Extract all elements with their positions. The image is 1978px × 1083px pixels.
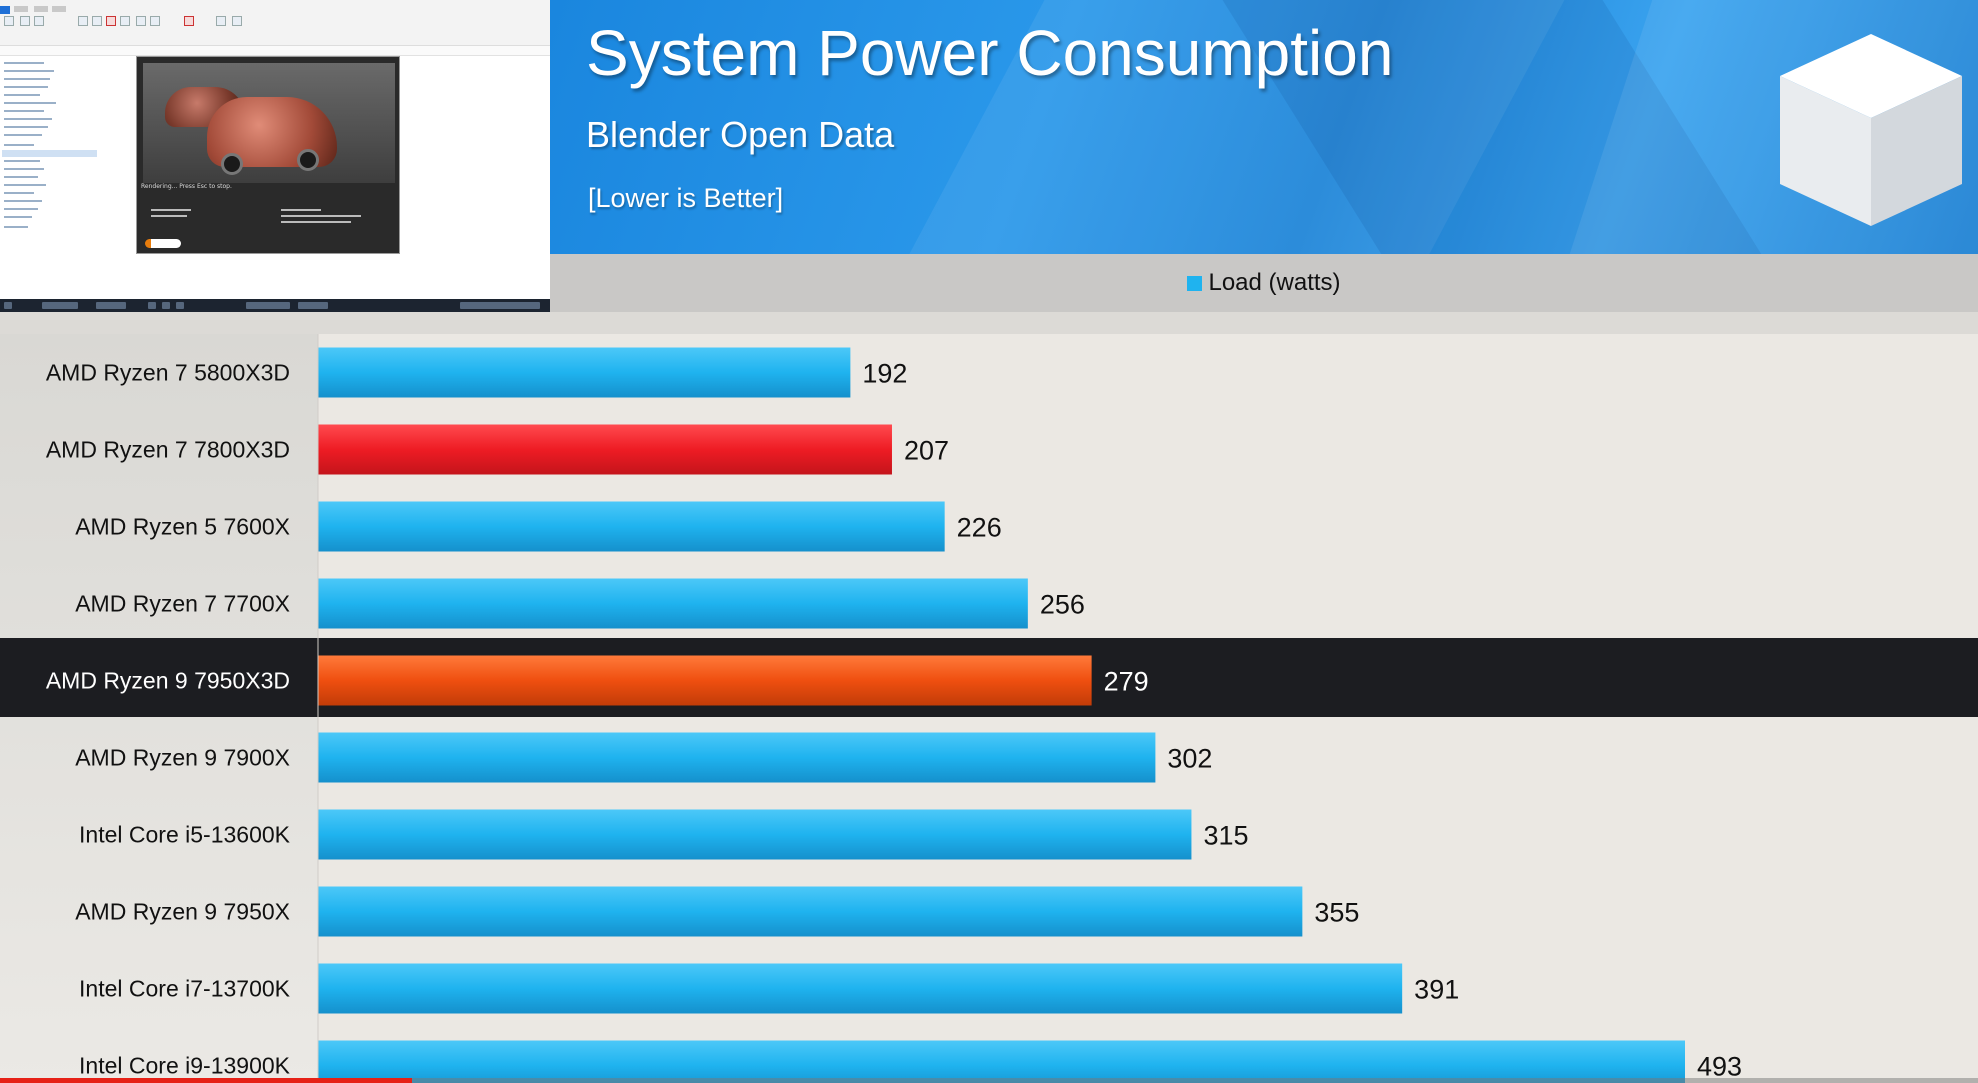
category-label: AMD Ryzen 7 7800X3D	[46, 437, 290, 463]
inset-screenshot: Rendering... Press Esc to stop.	[0, 0, 550, 312]
bar-chart-svg: AMD Ryzen 7 5800X3D 192 AMD Ryzen 7 7800X3…	[0, 334, 1978, 1083]
explorer-nav-pane	[0, 56, 100, 296]
chart-title: System Power Consumption	[586, 17, 1394, 89]
value-label: 256	[1040, 590, 1085, 620]
explorer-ribbon	[0, 0, 550, 46]
blender-render-window: Rendering... Press Esc to stop.	[136, 56, 400, 254]
bar	[318, 424, 892, 475]
address-bar	[0, 46, 550, 56]
value-label: 355	[1314, 898, 1359, 928]
legend-swatch	[1187, 275, 1203, 291]
value-label: 493	[1697, 1052, 1742, 1082]
value-label: 302	[1167, 744, 1212, 774]
value-label: 279	[1104, 667, 1149, 697]
chart-header: System Power Consumption Blender Open Da…	[550, 0, 1978, 254]
value-label: 226	[957, 513, 1002, 543]
legend-label: Load (watts)	[1208, 269, 1341, 296]
chart-note: [Lower is Better]	[588, 183, 784, 213]
bar	[318, 1040, 1685, 1083]
category-label: AMD Ryzen 7 5800X3D	[46, 360, 290, 386]
windows-taskbar	[0, 299, 550, 312]
bar	[318, 578, 1028, 629]
chart-legend: Load (watts)	[550, 254, 1978, 312]
bar	[318, 963, 1403, 1014]
bar	[318, 732, 1156, 783]
cube-logo-icon	[1780, 34, 1962, 226]
bar	[318, 809, 1192, 860]
video-progress-played	[0, 1078, 412, 1083]
bar	[318, 655, 1092, 706]
category-label: AMD Ryzen 9 7950X	[75, 899, 290, 925]
value-label: 315	[1203, 821, 1248, 851]
value-label: 192	[862, 359, 907, 389]
category-label: Intel Core i7-13700K	[79, 976, 291, 1002]
video-progress-bar[interactable]	[0, 1078, 1978, 1083]
bar-chart: AMD Ryzen 7 5800X3D 192 AMD Ryzen 7 7800X3…	[0, 334, 1978, 1083]
bar	[318, 501, 945, 552]
bar	[318, 886, 1303, 937]
bar	[318, 347, 851, 398]
category-label: AMD Ryzen 9 7900X	[75, 745, 290, 771]
legend-divider	[0, 312, 1978, 334]
render-info-panel	[151, 205, 387, 235]
category-label: AMD Ryzen 5 7600X	[75, 514, 290, 540]
category-label: AMD Ryzen 9 7950X3D	[46, 668, 290, 694]
category-label: Intel Core i9-13900K	[79, 1053, 291, 1079]
value-label: 391	[1414, 975, 1459, 1005]
value-label: 207	[904, 436, 949, 466]
category-label: Intel Core i5-13600K	[79, 822, 291, 848]
chart-subtitle: Blender Open Data	[586, 114, 895, 155]
render-status-text: Rendering... Press Esc to stop.	[141, 183, 232, 190]
blender-logo	[145, 239, 181, 248]
category-label: AMD Ryzen 7 7700X	[75, 591, 290, 617]
